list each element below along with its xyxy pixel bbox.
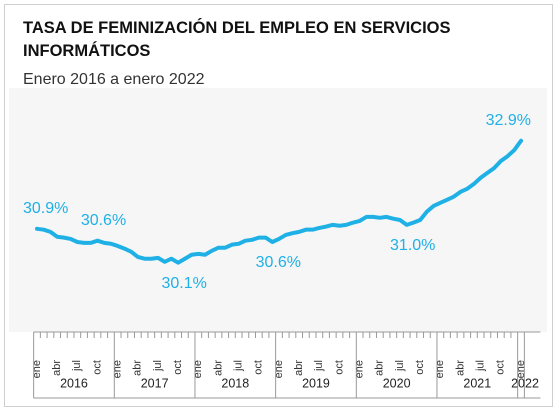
x-tick-label: ene (192, 360, 204, 378)
year-label: 2016 (60, 376, 88, 390)
year-label: 2018 (221, 376, 249, 390)
data-label: 30.6% (81, 212, 126, 229)
x-tick-label: oct (172, 360, 184, 375)
data-line (35, 138, 523, 265)
year-label: 2020 (383, 376, 411, 390)
x-tick-label: abr (374, 360, 386, 376)
data-label: 30.6% (256, 254, 301, 271)
chart-subtitle: Enero 2016 a enero 2022 (23, 71, 205, 88)
data-label: 32.9% (486, 112, 531, 129)
data-label: 30.9% (23, 200, 68, 217)
x-tick-label: abr (212, 360, 224, 376)
year-label: 2017 (141, 376, 169, 390)
x-tick-label: abr (132, 360, 144, 376)
x-tick-label: ene (273, 360, 285, 378)
x-tick-label: ene (434, 360, 446, 378)
x-tick-label: oct (414, 360, 426, 375)
year-label: 2021 (463, 376, 491, 390)
x-tick-label: jul (152, 360, 164, 372)
data-label: 31.0% (390, 237, 435, 254)
x-tick-label: oct (495, 360, 507, 375)
x-tick-label: abr (454, 360, 466, 376)
x-tick-label: ene (112, 360, 124, 378)
x-tick-label: abr (51, 360, 63, 376)
x-tick-label: jul (394, 360, 406, 372)
x-tick-label: ene (354, 360, 366, 378)
data-label: 30.1% (161, 275, 206, 292)
plot-background (9, 88, 547, 332)
x-tick-label: abr (293, 360, 305, 376)
x-tick-label: oct (253, 360, 265, 375)
x-tick-label: jul (71, 360, 83, 372)
x-tick-label: ene (31, 360, 43, 378)
x-tick-label: ene (515, 360, 527, 378)
x-tick-label: oct (91, 360, 103, 375)
x-tick-label: jul (313, 360, 325, 372)
x-tick-label: oct (333, 360, 345, 375)
x-tick-label: jul (233, 360, 245, 372)
year-label: 2019 (302, 376, 330, 390)
year-label: 2022 (511, 376, 539, 390)
chart-title: TASA DE FEMINIZACIÓN DEL EMPLEO EN SERVI… (23, 19, 451, 60)
x-tick-label: jul (475, 360, 487, 372)
